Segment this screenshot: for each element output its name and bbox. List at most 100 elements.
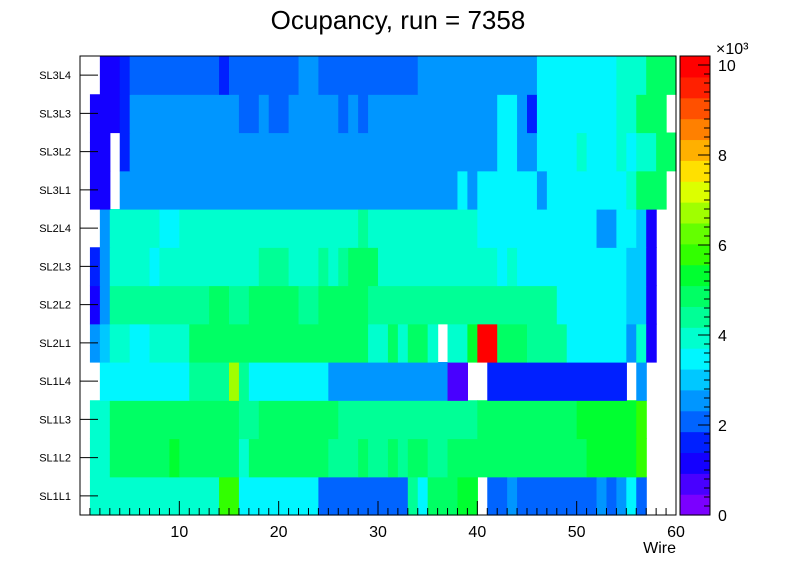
palette-swatch [680, 243, 710, 266]
heatmap-cell [338, 94, 349, 134]
heatmap-cell [368, 323, 389, 363]
palette-swatch [680, 76, 710, 99]
heatmap-cell [258, 247, 290, 287]
heatmap-cell [189, 362, 230, 401]
heatmap-cell [477, 209, 578, 248]
x-tick-label: 10 [170, 524, 188, 541]
heatmap-cell [447, 362, 468, 401]
heatmap-cell [646, 285, 657, 325]
z-tick-label: 4 [718, 328, 727, 345]
heatmap-cell [229, 362, 240, 401]
z-tick-label: 8 [718, 148, 727, 165]
heatmap-cell [497, 94, 518, 134]
heatmap-cell [646, 56, 667, 95]
heatmap-cell [596, 247, 627, 287]
palette-frame [679, 55, 711, 516]
x-tick-label: 20 [270, 524, 288, 541]
heatmap-cell [179, 209, 359, 248]
heatmap-cell [109, 247, 151, 287]
heatmap-cell [248, 362, 329, 401]
heatmap-cell [318, 285, 369, 325]
y-tick-label: SL1L4 [39, 376, 71, 388]
heatmap-cell [477, 400, 578, 440]
z-tick-label: 6 [718, 238, 727, 255]
heatmap-cell [109, 438, 170, 478]
palette-swatch [680, 368, 710, 391]
heatmap-cell [576, 400, 617, 440]
heatmap-cell [129, 323, 151, 363]
heatmap-cell [119, 170, 459, 210]
heatmap-cell [636, 323, 647, 363]
heatmap-cell [238, 362, 250, 401]
heatmap-cell [338, 400, 478, 440]
heatmap-cell [288, 247, 319, 287]
heatmap-cell [576, 132, 588, 172]
y-tick-label: SL3L4 [39, 70, 71, 82]
heatmap-cell [636, 94, 657, 134]
palette-swatch [680, 327, 710, 349]
heatmap-cell [457, 476, 478, 516]
heatmap-cell [527, 94, 538, 134]
y-tick-label: SL2L2 [39, 300, 71, 312]
heatmap-cell [89, 170, 111, 210]
heatmap-cell [318, 56, 419, 95]
heatmap-cell [387, 323, 399, 363]
heatmap-cell [636, 132, 657, 172]
y-tick-label: SL3L2 [39, 147, 71, 159]
heatmap-cell [636, 209, 647, 248]
z-tick-label: 0 [718, 508, 727, 525]
heatmap-cell [666, 56, 677, 95]
heatmap-cell [417, 476, 429, 516]
heatmap-cell [656, 132, 677, 172]
heatmap-cell [536, 132, 578, 172]
chart-title: Ocupancy, run = 7358 [271, 5, 526, 35]
heatmap-cell [258, 400, 339, 440]
palette-swatch [680, 139, 710, 161]
heatmap-cell [517, 247, 598, 287]
x-tick-label: 50 [568, 524, 586, 541]
heatmap-cell [487, 476, 508, 516]
heatmap-cell [298, 285, 319, 325]
heatmap-cell [616, 209, 637, 248]
palette-swatch [680, 431, 710, 454]
heatmap-cell [368, 285, 558, 325]
heatmap-cell [507, 476, 518, 516]
heatmap-cell [417, 56, 538, 95]
palette-swatch [680, 202, 710, 224]
heatmap-cell [457, 170, 468, 210]
heatmap-cell [238, 94, 260, 134]
heatmap-cell [109, 285, 210, 325]
heatmap-cell [89, 438, 111, 478]
heatmap-cell [616, 56, 647, 95]
heatmap-cell [298, 56, 319, 95]
heatmap-cell [487, 362, 627, 401]
y-tick-label: SL1L2 [39, 453, 71, 465]
heatmap-cell [109, 56, 121, 95]
heatmap-cell [248, 438, 329, 478]
heatmap-cell [368, 209, 478, 248]
palette-swatch [680, 160, 710, 182]
z-axis-multiplier: ×10³ [716, 41, 749, 58]
heatmap-cell [536, 170, 548, 210]
heatmap-cell [268, 94, 290, 134]
heatmap-cell [328, 247, 339, 287]
heatmap-cell [149, 247, 161, 287]
heatmap-cell [636, 362, 647, 401]
heatmap-cell [159, 247, 260, 287]
heatmap-cell [626, 323, 637, 363]
heatmap-cells [89, 56, 677, 516]
heatmap-cell [99, 247, 111, 287]
y-tick-label: SL3L3 [39, 108, 71, 120]
heatmap-cell [616, 170, 627, 210]
heatmap-cell [656, 94, 667, 134]
palette-swatch [680, 306, 710, 328]
heatmap-cell [189, 323, 369, 363]
heatmap-cell [119, 132, 131, 172]
z-tick-label: 2 [718, 418, 727, 435]
heatmap-cell [368, 94, 498, 134]
heatmap-cell [258, 94, 270, 134]
heatmap-cell [358, 94, 369, 134]
y-tick-label: SL3L1 [39, 185, 71, 197]
heatmap-cell [626, 476, 637, 516]
heatmap-cell [517, 94, 528, 134]
